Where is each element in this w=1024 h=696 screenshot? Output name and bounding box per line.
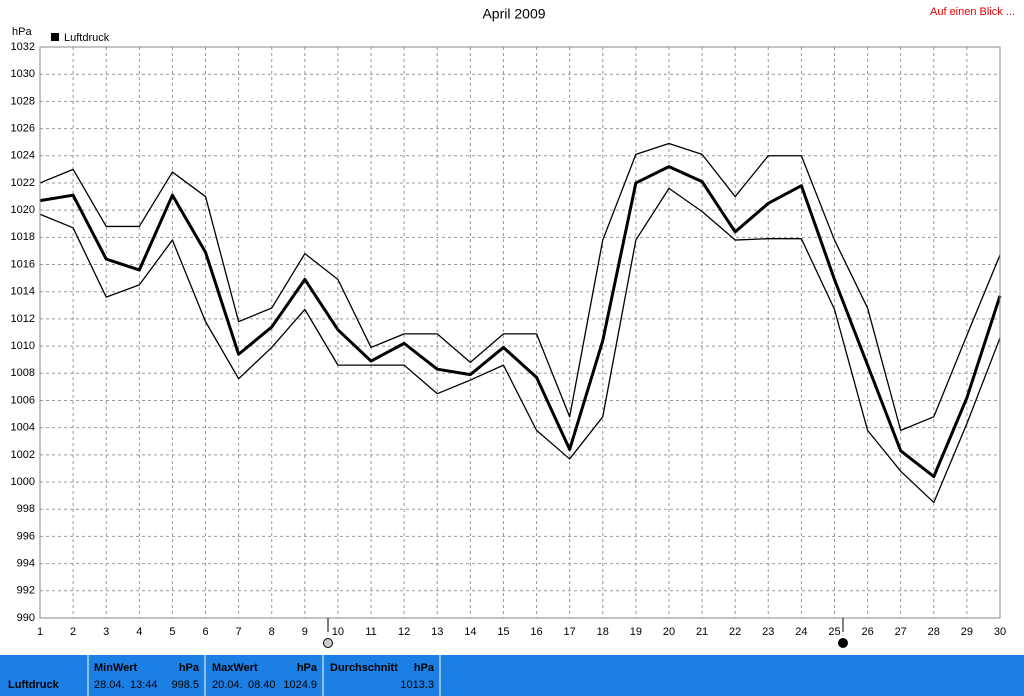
x-tick-label: 5 <box>169 626 175 638</box>
cell-date: 28.04. <box>94 679 125 691</box>
y-tick-label: 1016 <box>11 258 35 270</box>
y-tick-label: 992 <box>17 585 35 597</box>
x-tick-label: 10 <box>332 626 344 638</box>
y-tick-label: 998 <box>17 503 35 515</box>
legend-label: Luftdruck <box>64 32 110 44</box>
x-tick-label: 26 <box>861 626 873 638</box>
cell-unit: hPa <box>297 662 318 674</box>
y-axis-label: hPa <box>12 26 32 38</box>
x-tick-label: 29 <box>961 626 973 638</box>
y-tick-label: 1014 <box>11 286 35 298</box>
cell-date: 20.04. <box>212 679 243 691</box>
x-tick-label: 6 <box>202 626 208 638</box>
y-tick-label: 1026 <box>11 122 35 134</box>
y-tick-label: 1028 <box>11 95 35 107</box>
y-tick-label: 1024 <box>11 150 35 162</box>
x-tick-label: 20 <box>663 626 675 638</box>
x-tick-label: 30 <box>994 626 1006 638</box>
y-tick-label: 1006 <box>11 394 35 406</box>
x-tick-label: 7 <box>236 626 242 638</box>
x-tick-label: 11 <box>365 626 376 638</box>
chart-title: April 2009 <box>482 6 545 22</box>
legend-swatch <box>51 33 59 41</box>
cell-unit: hPa <box>414 662 435 674</box>
x-tick-label: 28 <box>928 626 940 638</box>
y-tick-label: 990 <box>17 612 35 624</box>
y-tick-label: 1004 <box>11 422 35 434</box>
x-tick-label: 18 <box>597 626 609 638</box>
cell-value: 998.5 <box>171 679 199 691</box>
x-tick-label: 27 <box>895 626 907 638</box>
x-tick-label: 24 <box>795 626 807 638</box>
series-line <box>39 142 1001 432</box>
y-tick-label: 1002 <box>11 449 35 461</box>
status-label: Luftdruck <box>8 679 60 691</box>
new-moon-icon <box>838 638 848 648</box>
y-tick-label: 994 <box>17 558 35 570</box>
y-tick-label: 1030 <box>11 68 35 80</box>
x-tick-label: 12 <box>398 626 410 638</box>
y-tick-label: 1012 <box>11 313 35 325</box>
y-tick-label: 1008 <box>11 367 35 379</box>
cell-time: 08.40 <box>248 679 276 691</box>
series-line <box>39 187 1001 504</box>
x-tick-label: 9 <box>302 626 308 638</box>
series-line <box>39 165 1002 479</box>
x-tick-label: 2 <box>70 626 76 638</box>
cell-time: 13:44 <box>130 679 158 691</box>
y-tick-label: 1022 <box>11 177 35 189</box>
y-tick-label: 996 <box>17 530 35 542</box>
cell-unit: hPa <box>179 662 200 674</box>
x-tick-label: 25 <box>828 626 840 638</box>
full-moon-icon <box>323 638 333 648</box>
overview-link[interactable]: Auf einen Blick ... <box>930 6 1015 18</box>
cell-title: MinWert <box>94 662 138 674</box>
x-tick-label: 1 <box>37 626 43 638</box>
x-tick-label: 21 <box>696 626 708 638</box>
y-tick-label: 1018 <box>11 231 35 243</box>
y-tick-label: 1000 <box>11 476 35 488</box>
cell-title: MaxWert <box>212 662 258 674</box>
y-tick-label: 1010 <box>11 340 35 352</box>
x-tick-label: 17 <box>564 626 576 638</box>
x-tick-label: 19 <box>630 626 642 638</box>
x-tick-label: 14 <box>464 626 476 638</box>
cell-value: 1024.9 <box>283 679 317 691</box>
x-tick-label: 3 <box>103 626 109 638</box>
status-bar <box>0 655 1024 696</box>
cell-title: Durchschnitt <box>330 662 398 674</box>
x-tick-label: 23 <box>762 626 774 638</box>
x-tick-label: 16 <box>530 626 542 638</box>
x-tick-label: 13 <box>431 626 443 638</box>
plot-border <box>39 46 1001 619</box>
cell-value: 1013.3 <box>400 679 434 691</box>
plot-area <box>39 46 1002 619</box>
x-tick-label: 4 <box>136 626 142 638</box>
x-tick-label: 22 <box>729 626 741 638</box>
x-tick-label: 8 <box>269 626 275 638</box>
y-tick-label: 1020 <box>11 204 35 216</box>
x-tick-label: 15 <box>497 626 509 638</box>
y-tick-label: 1032 <box>11 41 35 53</box>
